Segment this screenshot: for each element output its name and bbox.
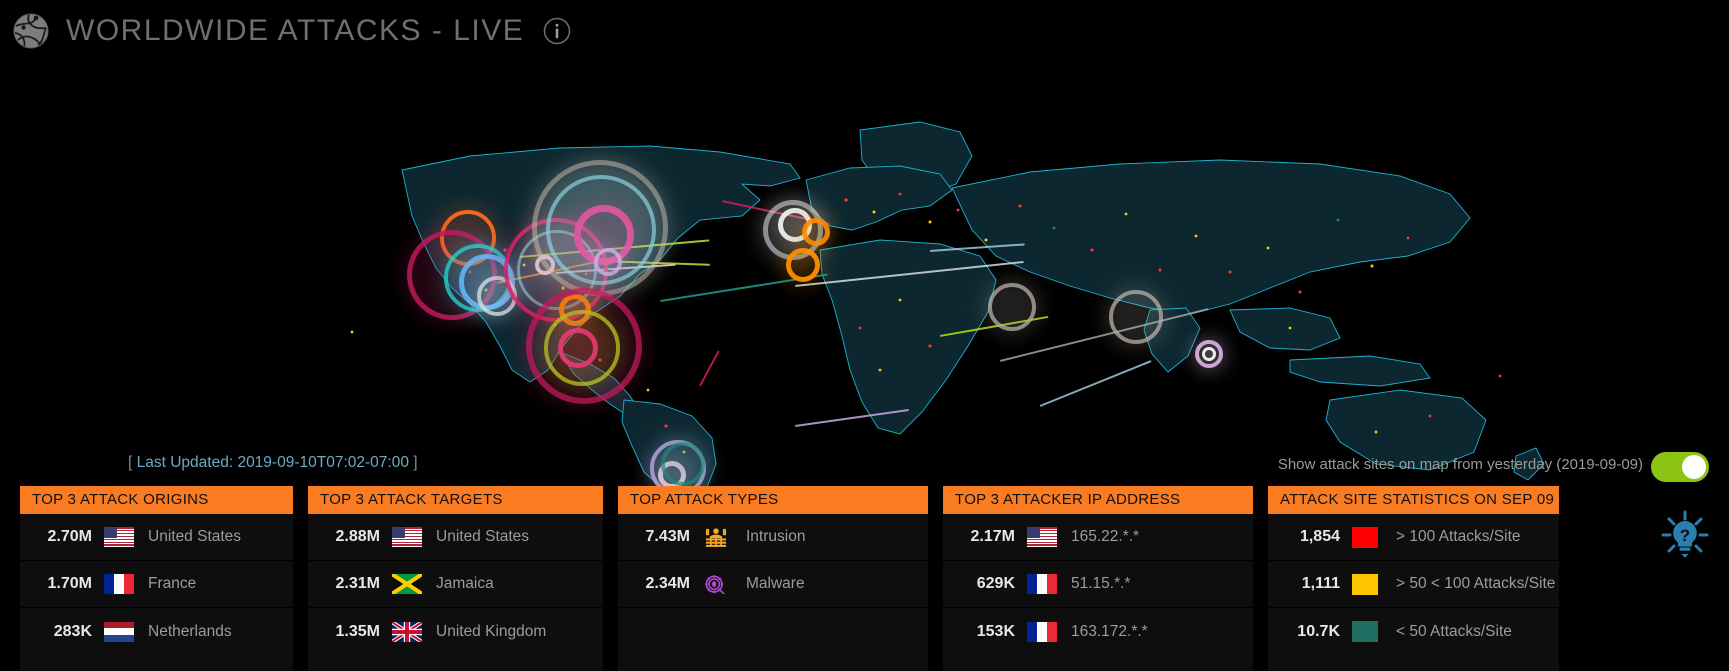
row-value: 629K (976, 575, 1015, 592)
row-label: United States (148, 528, 242, 545)
attack-ring (802, 218, 830, 246)
flag-icon-us (104, 527, 134, 547)
panel-body: 1,854 > 100 Attacks/Site 1,111 > 50 < 10… (1268, 514, 1559, 671)
panel-title: TOP 3 ATTACK ORIGINS (20, 486, 293, 514)
panel-top-attack-targets: TOP 3 ATTACK TARGETS 2.88M United States… (308, 486, 603, 671)
row-value: 7.43M (645, 528, 690, 545)
info-icon[interactable] (542, 16, 572, 46)
attack-ring (594, 248, 622, 276)
flag-icon-fr (1027, 574, 1057, 594)
panel-body: 7.43M Int (618, 514, 928, 671)
panel-title: TOP 3 ATTACKER IP ADDRESS (943, 486, 1253, 514)
attack-ring (1109, 290, 1163, 344)
app-header: WORLDWIDE ATTACKS - LIVE (0, 0, 1729, 62)
legend-swatch-red (1352, 526, 1378, 548)
row-label: United States (436, 528, 530, 545)
row-value: 2.31M (335, 575, 380, 592)
table-row[interactable]: 10.7K < 50 Attacks/Site (1268, 608, 1559, 655)
bracket-close: ] (413, 454, 418, 471)
table-row[interactable]: 1,854 > 100 Attacks/Site (1268, 514, 1559, 561)
table-row (618, 608, 928, 655)
table-row[interactable]: 629K 51.15.*.* (943, 561, 1253, 608)
attack-ring (1202, 347, 1216, 361)
globe-icon (10, 10, 52, 52)
attack-ring (988, 283, 1036, 331)
row-value: 1,854 (1299, 528, 1340, 545)
attack-ring (526, 288, 642, 404)
panel-top-attack-origins: TOP 3 ATTACK ORIGINS 2.70M United States… (20, 486, 293, 671)
row-value: 2.34M (645, 575, 690, 592)
row-value: 2.70M (47, 528, 92, 545)
bracket-open: [ (128, 454, 133, 471)
flag-icon-fr (1027, 621, 1057, 642)
intrusion-icon (702, 527, 732, 547)
row-value: 2.88M (335, 528, 380, 545)
table-row[interactable]: 1,111 > 50 < 100 Attacks/Site (1268, 561, 1559, 608)
panel-title: ATTACK SITE STATISTICS ON SEP 09 (1268, 486, 1559, 514)
show-yesterday-label: Show attack sites on map from yesterday … (1277, 456, 1643, 473)
row-label: > 50 < 100 Attacks/Site (1396, 575, 1556, 592)
row-label: United Kingdom (436, 622, 547, 640)
row-value: 1.70M (47, 575, 92, 592)
legend-swatch-yellow (1352, 573, 1378, 595)
flag-icon-jm (392, 574, 422, 594)
panel-body: 2.17M 165.22.*.* 629K 51.15.*.* 153K 163… (943, 514, 1253, 671)
help-lightbulb-icon[interactable]: ? (1657, 508, 1713, 564)
row-label: 165.22.*.* (1071, 528, 1140, 545)
flag-icon-nl (104, 621, 134, 642)
row-label: < 50 Attacks/Site (1396, 622, 1512, 640)
row-label: Intrusion (746, 528, 806, 545)
attack-ring (786, 248, 820, 282)
table-row[interactable]: 2.70M United States (20, 514, 293, 561)
flag-icon-us (392, 527, 422, 547)
last-updated-value: Last Updated: 2019-09-10T07:02-07:00 (136, 454, 409, 471)
table-row[interactable]: 2.17M 165.22.*.* (943, 514, 1253, 561)
show-yesterday-toggle[interactable] (1651, 452, 1709, 482)
row-value: 153K (976, 622, 1015, 640)
last-updated-text: [ Last Updated: 2019-09-10T07:02-07:00 ] (128, 454, 418, 472)
world-attack-map[interactable] (0, 60, 1729, 490)
flag-icon-gb (392, 621, 422, 642)
panel-body: 2.88M United States 2.31M Jamaica 1.35M (308, 514, 603, 671)
row-label: France (148, 575, 197, 592)
table-row[interactable]: 2.88M United States (308, 514, 603, 561)
panel-title: TOP ATTACK TYPES (618, 486, 928, 514)
row-label: 163.172.*.* (1071, 622, 1148, 640)
world-map-graphic (0, 60, 1729, 490)
table-row[interactable]: 7.43M Int (618, 514, 928, 561)
row-value: 10.7K (1297, 622, 1340, 640)
status-row: [ Last Updated: 2019-09-10T07:02-07:00 ]… (0, 452, 1729, 486)
malware-icon (702, 574, 732, 594)
attack-ring (1195, 340, 1223, 368)
panel-attack-site-statistics: ATTACK SITE STATISTICS ON SEP 09 1,854 >… (1268, 486, 1559, 671)
flag-icon-fr (104, 574, 134, 594)
svg-text:?: ? (1680, 526, 1690, 545)
panel-body: 2.70M United States 1.70M France 283K Ne… (20, 514, 293, 671)
page-title: WORLDWIDE ATTACKS - LIVE (66, 14, 525, 47)
panel-top-attacker-ip-address: TOP 3 ATTACKER IP ADDRESS 2.17M 165.22.*… (943, 486, 1253, 671)
stats-panels: TOP 3 ATTACK ORIGINS 2.70M United States… (0, 486, 1729, 671)
toggle-knob (1682, 455, 1706, 479)
row-label: Malware (746, 575, 805, 592)
row-label: 51.15.*.* (1071, 575, 1131, 592)
row-label: Jamaica (436, 575, 494, 592)
table-row[interactable]: 283K Netherlands (20, 608, 293, 655)
row-value: 1,111 (1301, 575, 1340, 592)
table-row[interactable]: 1.35M United Kingdom (308, 608, 603, 655)
panel-title: TOP 3 ATTACK TARGETS (308, 486, 603, 514)
row-label: > 100 Attacks/Site (1396, 528, 1521, 545)
legend-swatch-teal (1352, 621, 1378, 642)
flag-icon-us (1027, 527, 1057, 547)
row-label: Netherlands (148, 622, 232, 640)
table-row[interactable]: 2.31M Jamaica (308, 561, 603, 608)
table-row[interactable]: 2.34M Malware (618, 561, 928, 608)
row-value: 2.17M (970, 528, 1015, 545)
table-row[interactable]: 1.70M France (20, 561, 293, 608)
panel-top-attack-types: TOP ATTACK TYPES 7.43M (618, 486, 928, 671)
row-value: 1.35M (335, 622, 380, 640)
attack-ring (661, 442, 705, 486)
row-value: 283K (53, 622, 92, 640)
table-row[interactable]: 153K 163.172.*.* (943, 608, 1253, 655)
